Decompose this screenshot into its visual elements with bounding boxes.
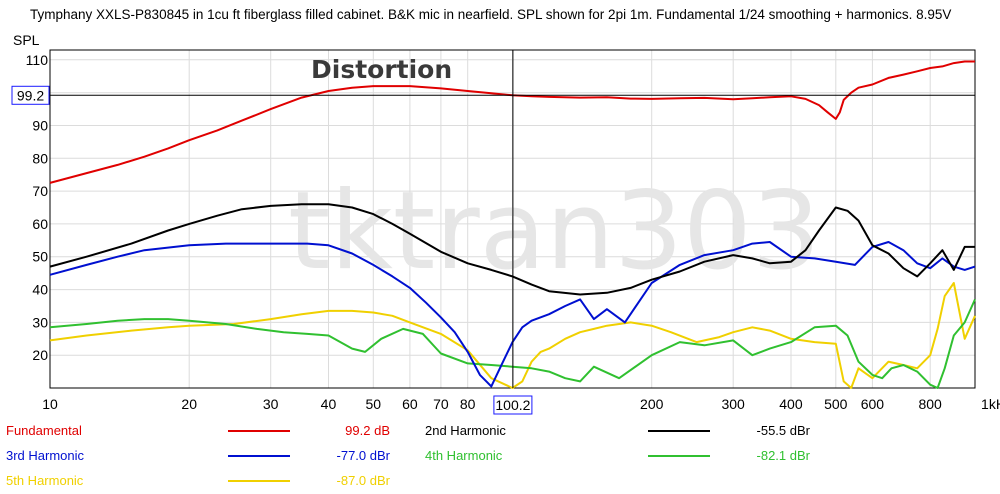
- series-line-5th-harmonic: [49, 282, 976, 389]
- x-tick-label: 80: [460, 396, 476, 412]
- y-tick-label: 60: [32, 216, 48, 232]
- cursor-y-label: 99.2: [17, 87, 44, 103]
- x-tick-label: 400: [779, 396, 803, 412]
- y-tick-label: 30: [32, 314, 48, 330]
- cursor-y-box: [11, 85, 50, 105]
- cursor-x-label: 100.2: [495, 397, 530, 413]
- tick-labels: 10 20 30 40 50 60 70 80 200 300 400 500 600 800 1kHz 20…: [26, 52, 1000, 412]
- watermark-text: tktran303: [288, 169, 820, 294]
- x-tick-label: 300: [721, 396, 745, 412]
- legend-value-2nd-harmonic: -55.5 dBr: [757, 423, 811, 438]
- x-tick-label: 50: [365, 396, 381, 412]
- x-tick-label: 800: [918, 396, 942, 412]
- x-tick-label: 40: [321, 396, 337, 412]
- legend-label-fundamental: Fundamental: [6, 423, 82, 438]
- series-line-fundamental: [49, 60, 975, 184]
- legend-value-5th-harmonic: -87.0 dBr: [337, 473, 391, 488]
- series-line-4th-harmonic: [49, 298, 976, 389]
- legend-label-4th-harmonic: 4th Harmonic: [425, 448, 503, 463]
- x-tick-label: 70: [433, 396, 449, 412]
- x-tick-label: 10: [42, 396, 58, 412]
- y-tick-label: 40: [32, 282, 48, 298]
- chart-title: Tymphany XXLS-P830845 in 1cu ft fibergla…: [30, 7, 951, 22]
- x-tick-label: 600: [861, 396, 885, 412]
- y-tick-label: 20: [32, 347, 48, 363]
- legend-value-4th-harmonic: -82.1 dBr: [757, 448, 811, 463]
- overlay-text-distortion: Distortion: [311, 55, 452, 84]
- legend-label-2nd-harmonic: 2nd Harmonic: [425, 423, 506, 438]
- y-tick-label: 50: [32, 249, 48, 265]
- x-tick-label: 60: [402, 396, 418, 412]
- cursor-group: 99.2 100.2: [11, 50, 975, 415]
- y-tick-label: 110: [26, 52, 49, 68]
- legend-value-3rd-harmonic: -77.0 dBr: [337, 448, 391, 463]
- cursor-x-box: [493, 395, 533, 415]
- legend-value-fundamental: 99.2 dB: [345, 423, 390, 438]
- x-tick-label: 500: [824, 396, 848, 412]
- legend-label-3rd-harmonic: 3rd Harmonic: [6, 448, 85, 463]
- y-tick-label: 80: [32, 150, 48, 166]
- series-group: [49, 60, 976, 389]
- y-tick-label: 90: [32, 117, 48, 133]
- series-line-2nd-harmonic: [49, 203, 975, 296]
- legend: Fundamental 99.2 dB 2nd Harmonic -55.5 dBr 3…: [6, 423, 811, 488]
- x-tick-label: 20: [181, 396, 197, 412]
- legend-label-5th-harmonic: 5th Harmonic: [6, 473, 84, 488]
- x-tick-label: 30: [263, 396, 279, 412]
- y-axis-label: SPL: [13, 32, 40, 48]
- y-tick-label: 70: [32, 183, 48, 199]
- x-tick-label: 1kHz: [981, 396, 1000, 412]
- series-line-3rd-harmonic: [49, 241, 976, 388]
- x-tick-label: 200: [640, 396, 664, 412]
